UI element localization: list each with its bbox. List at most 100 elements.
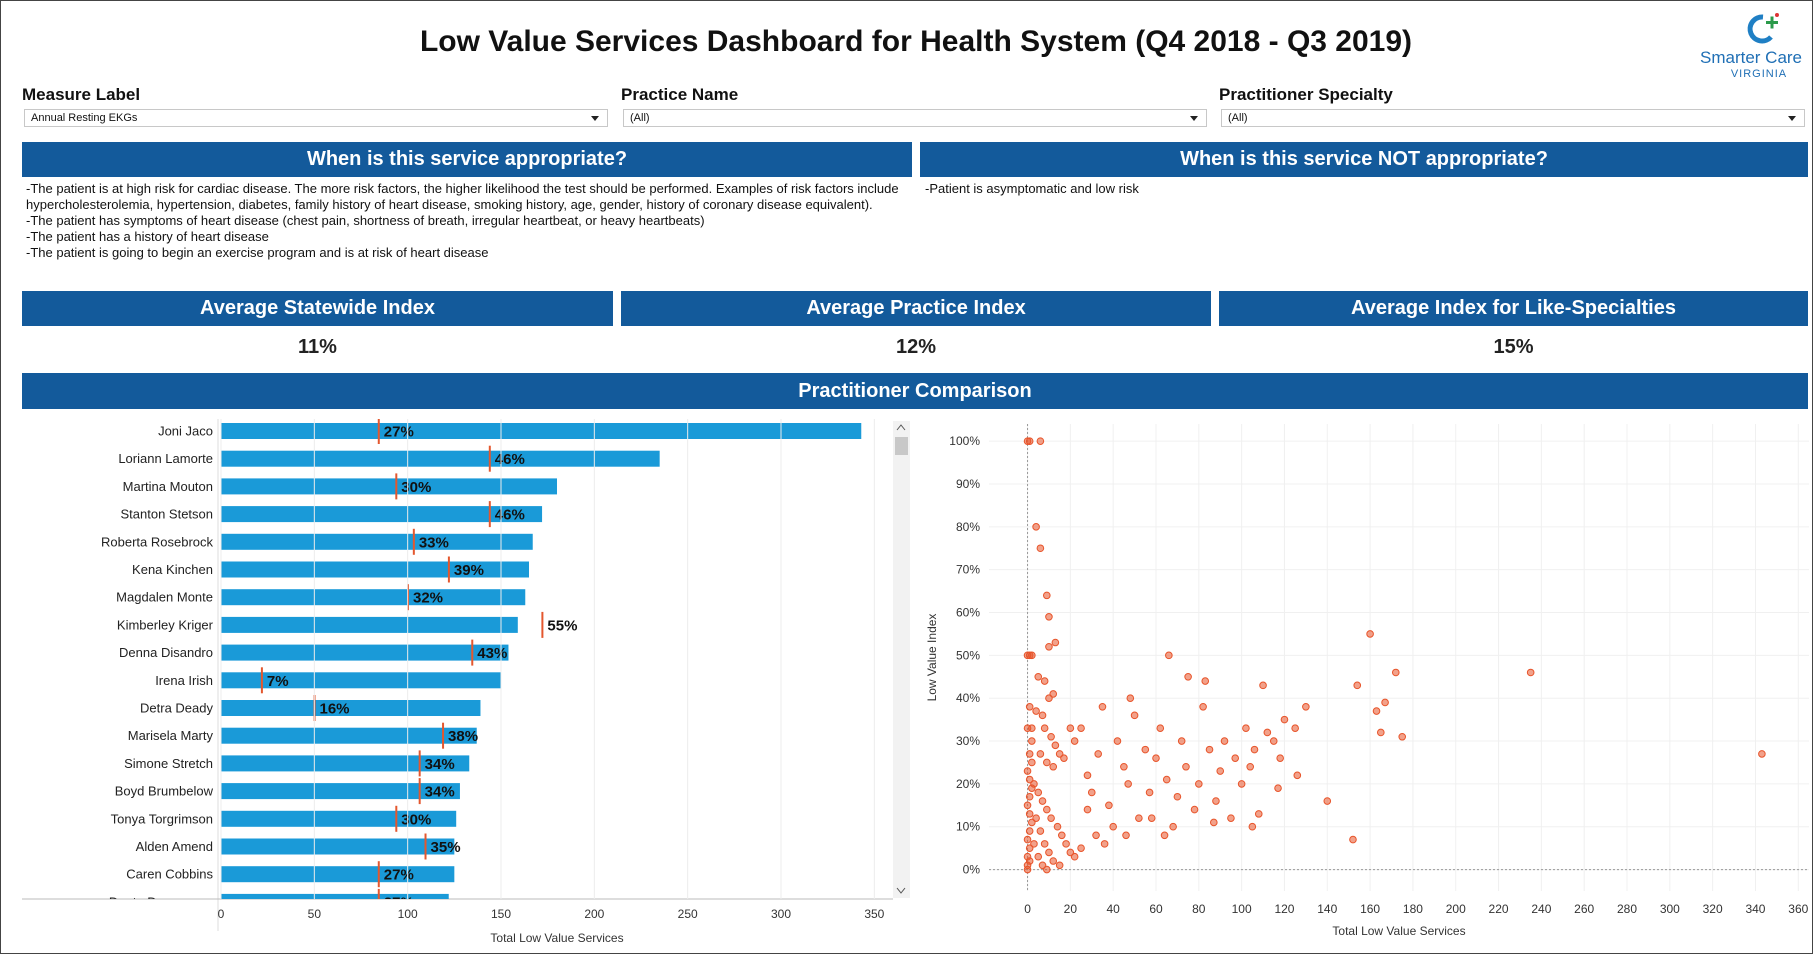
x-tick-label: 250 bbox=[678, 907, 698, 921]
x-tick-label: 120 bbox=[1274, 902, 1294, 916]
scatter-point bbox=[1023, 835, 1032, 844]
scatter-point bbox=[1259, 681, 1267, 690]
category-label: Boyd Brumbelow bbox=[115, 784, 214, 799]
x-tick-label: 140 bbox=[1317, 902, 1337, 916]
index-label: 46% bbox=[495, 507, 525, 524]
logo-icon bbox=[1775, 13, 1779, 17]
scatter-point bbox=[1028, 724, 1036, 732]
scatter-point bbox=[1237, 780, 1246, 788]
scatter-point bbox=[1758, 750, 1766, 758]
scatter-point bbox=[1353, 681, 1362, 690]
x-tick-label: 40 bbox=[1106, 902, 1120, 916]
category-label: Roberta Rosebrock bbox=[101, 534, 213, 549]
scatter-point bbox=[1377, 728, 1385, 737]
filter-dropdown[interactable]: (All) bbox=[623, 109, 1207, 127]
x-tick-label: 200 bbox=[1446, 902, 1466, 916]
category-label: Joni Jaco bbox=[158, 424, 213, 439]
scatter-point bbox=[1032, 707, 1040, 715]
category-label: Irena Irish bbox=[155, 673, 213, 688]
x-tick-label: 150 bbox=[491, 907, 511, 921]
filter-dropdown[interactable]: (All) bbox=[1221, 109, 1805, 127]
x-tick-label: 220 bbox=[1489, 902, 1509, 916]
scrollbar[interactable] bbox=[893, 421, 910, 898]
section-header: When is this service appropriate? bbox=[22, 142, 912, 177]
scrollbar-thumb[interactable] bbox=[895, 437, 908, 455]
index-value: 15% bbox=[1493, 336, 1534, 358]
bar bbox=[221, 783, 460, 800]
x-tick-label: 80 bbox=[1192, 902, 1206, 916]
scatter-point bbox=[1060, 754, 1068, 762]
scatter-point bbox=[1302, 702, 1310, 711]
scatter-point bbox=[1120, 762, 1128, 771]
scatter-point bbox=[1177, 737, 1186, 745]
category-label: Magdalen Monte bbox=[116, 590, 213, 605]
scatter-point bbox=[1199, 702, 1207, 711]
index-label: 38% bbox=[448, 728, 478, 745]
category-label: Kimberley Kriger bbox=[117, 617, 214, 632]
category-label: Denna Disandro bbox=[119, 645, 213, 660]
index-label: 35% bbox=[431, 839, 461, 856]
scatter-point bbox=[1032, 523, 1040, 531]
scatter-point bbox=[1145, 788, 1154, 797]
bar bbox=[221, 866, 455, 883]
index-label: 34% bbox=[425, 784, 455, 801]
scatter-point bbox=[1083, 771, 1092, 780]
index-header: Average Statewide Index bbox=[22, 291, 613, 326]
scatter-point bbox=[1057, 831, 1066, 840]
filter-dropdown[interactable]: Annual Resting EKGs bbox=[24, 109, 608, 127]
bar bbox=[221, 589, 526, 606]
scatter-point bbox=[1250, 745, 1259, 754]
category-label: Marisela Marty bbox=[128, 728, 214, 743]
category-label: Alden Amend bbox=[136, 839, 213, 854]
scatter-point bbox=[1043, 865, 1051, 874]
category-label: Caren Cobbins bbox=[126, 867, 213, 882]
scatter-point bbox=[1201, 677, 1210, 685]
scatter-point bbox=[1280, 715, 1289, 724]
x-axis-title: Total Low Value Services bbox=[1332, 924, 1465, 938]
scatter-point bbox=[1051, 741, 1060, 750]
scatter-point bbox=[1169, 822, 1177, 831]
scatter-point bbox=[1274, 784, 1282, 792]
y-tick-label: 30% bbox=[956, 734, 980, 748]
x-tick-label: 50 bbox=[308, 907, 322, 921]
scatter-point bbox=[1053, 822, 1062, 831]
scatter-point bbox=[1036, 544, 1045, 553]
scatter-point bbox=[1366, 630, 1374, 638]
category-label: Loriann Lamorte bbox=[118, 451, 213, 466]
y-tick-label: 20% bbox=[956, 777, 980, 791]
bar-rows: Joni Jaco 27% Loriann Lamorte 46% Martina Mo… bbox=[101, 419, 862, 899]
scatter-point bbox=[1034, 852, 1043, 861]
y-axis-title: Low Value Index bbox=[925, 614, 939, 702]
scatter-point bbox=[1034, 788, 1043, 797]
scatter-point bbox=[1147, 814, 1156, 822]
scatter-point bbox=[1220, 737, 1229, 745]
x-tick-label: 100 bbox=[1232, 902, 1252, 916]
scatter-point bbox=[1372, 707, 1381, 715]
scatter-point bbox=[1038, 711, 1047, 720]
scatter-point bbox=[1398, 732, 1407, 741]
scatter-point bbox=[1160, 831, 1169, 840]
section-header: When is this service NOT appropriate? bbox=[920, 142, 1808, 177]
scatter-point bbox=[1381, 698, 1389, 707]
scatter-point bbox=[1025, 437, 1034, 445]
scatter-point bbox=[1040, 724, 1049, 732]
scatter-point bbox=[1025, 702, 1034, 711]
scatter-point bbox=[1045, 612, 1053, 621]
scatter-point bbox=[1047, 732, 1055, 741]
scatter-point bbox=[1141, 745, 1150, 754]
index-value: 11% bbox=[298, 336, 337, 358]
scroll-down[interactable] bbox=[896, 887, 906, 894]
bar bbox=[221, 700, 481, 716]
x-tick-label: 0 bbox=[218, 907, 225, 921]
index-header: Average Practice Index bbox=[621, 291, 1211, 326]
bar bbox=[221, 810, 457, 827]
bar bbox=[221, 838, 455, 855]
index-label: 7% bbox=[267, 673, 289, 690]
index-value: 12% bbox=[895, 336, 937, 358]
scatter-point bbox=[1028, 737, 1036, 745]
scatter-point bbox=[1036, 750, 1045, 758]
scatter-point bbox=[1182, 762, 1190, 771]
scatter-point bbox=[1032, 814, 1040, 822]
scroll-up[interactable] bbox=[896, 424, 906, 431]
scatter-point bbox=[1105, 801, 1113, 810]
